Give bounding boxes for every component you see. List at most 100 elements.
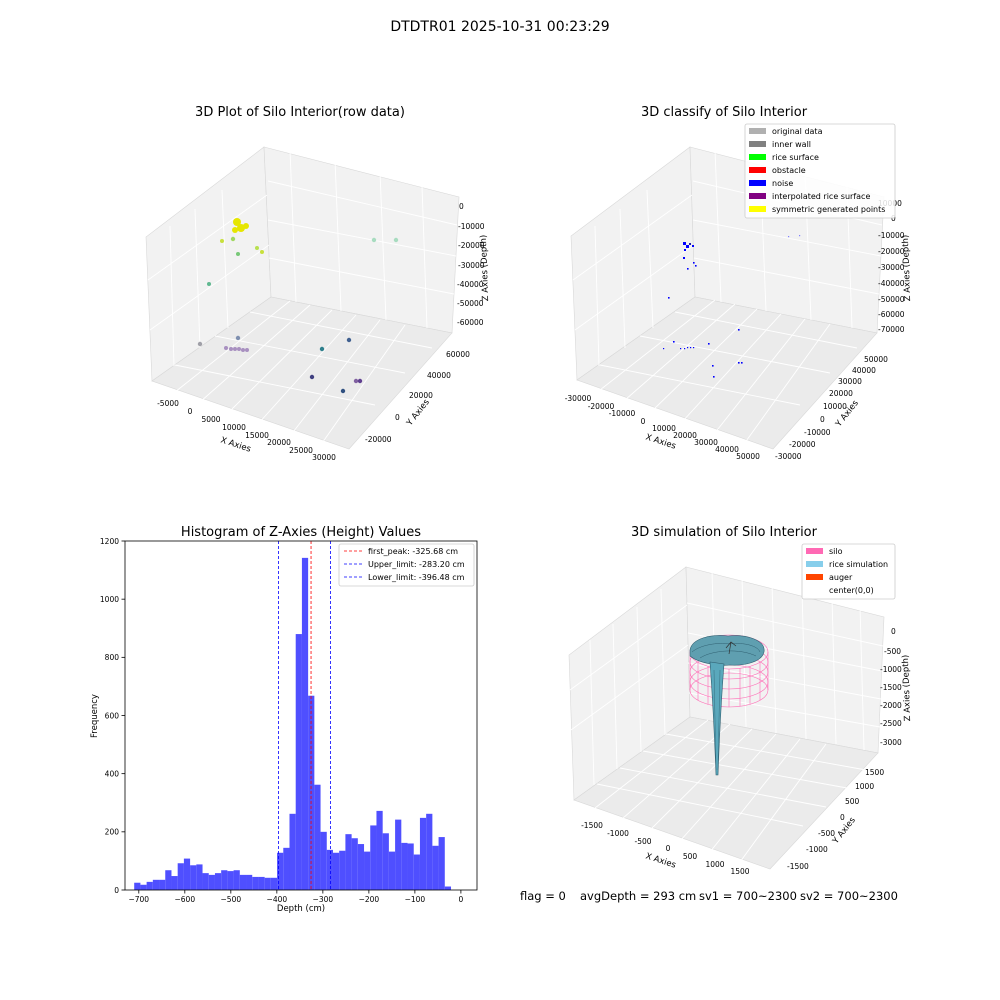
svg-text:20000: 20000: [409, 391, 433, 400]
histogram-bar: [301, 557, 309, 890]
legend-first-peak: first_peak: -325.68 cm: [368, 547, 458, 556]
svg-text:40000: 40000: [852, 366, 876, 375]
svg-text:-5000: -5000: [157, 399, 179, 408]
noise-point: [663, 348, 665, 350]
x-tick-label: −300: [313, 895, 334, 904]
noise-point: [687, 268, 689, 270]
svg-text:-40000: -40000: [878, 279, 905, 288]
raw-point: [236, 252, 240, 256]
histogram-bar: [376, 810, 383, 890]
raw-point: [197, 341, 203, 347]
svg-text:0: 0: [840, 813, 845, 822]
sv2-range: sv2 = 700~2300: [800, 889, 898, 903]
raw-point: [243, 223, 249, 229]
legend-label: inner wall: [772, 140, 811, 149]
legend-swatch-noise: [749, 180, 766, 186]
legend-swatch-auger: [806, 574, 823, 580]
svg-text:-1500: -1500: [581, 821, 603, 830]
svg-text:-1500: -1500: [880, 683, 902, 692]
raw-z-ticks: 0 -10000 -20000 -30000 -40000 -50000 -60…: [457, 202, 485, 327]
histogram-bar: [326, 849, 333, 890]
status-footer: flag = 0 avgDepth = 293 cm sv1 = 700~230…: [520, 889, 898, 903]
histogram-bar: [202, 873, 209, 890]
raw-point: [224, 346, 228, 350]
histogram-bar: [221, 870, 228, 890]
svg-text:-10000: -10000: [804, 428, 831, 437]
sim-legend: silo rice simulation auger center(0,0): [801, 543, 896, 600]
panel-classify-3d-plot: 3D classify of Silo Interior: [565, 105, 913, 461]
histogram-bar: [345, 834, 352, 890]
svg-text:-40000: -40000: [457, 280, 484, 289]
raw-point: [233, 347, 237, 351]
svg-text:0: 0: [459, 202, 464, 211]
avg-depth: avgDepth = 293 cm: [580, 889, 696, 903]
histogram-bar: [401, 842, 408, 890]
raw-point: [393, 237, 399, 243]
histogram-bar: [388, 851, 396, 890]
panel-simulation-3d: 3D simulation of Silo Interior: [568, 525, 913, 876]
raw-point: [220, 239, 224, 243]
histogram-bar: [277, 852, 284, 890]
histogram-bar: [364, 851, 371, 890]
histogram-bar: [426, 813, 433, 890]
svg-text:20000: 20000: [267, 438, 291, 447]
svg-text:25000: 25000: [289, 446, 313, 455]
flag-status: flag = 0: [520, 889, 566, 903]
raw-gridlines: [147, 149, 458, 447]
raw-y-ticks: -20000 0 20000 40000 60000: [365, 350, 470, 444]
svg-text:50000: 50000: [864, 355, 888, 364]
raw-point: [245, 348, 249, 352]
x-tick-label: −700: [128, 895, 149, 904]
histogram-bar: [351, 838, 358, 890]
svg-text:30000: 30000: [694, 438, 718, 447]
histogram-y-ticks: 0 200 400 600 800 1000 1200: [100, 537, 125, 895]
svg-text:-20000: -20000: [458, 241, 485, 250]
svg-text:-60000: -60000: [878, 310, 905, 319]
noise-point: [693, 347, 695, 349]
x-tick-label: −400: [267, 895, 288, 904]
svg-text:-20000: -20000: [878, 247, 905, 256]
svg-text:50000: 50000: [736, 452, 760, 461]
histogram-x-ticks: −700 −600 −500 −400 −300 −200 −100 0: [128, 890, 464, 904]
svg-text:20000: 20000: [829, 389, 853, 398]
noise-point: [690, 347, 692, 349]
svg-text:30000: 30000: [838, 377, 862, 386]
noise-point: [738, 329, 740, 331]
sim-x-ticks: -1500 -1000 -500 0 500 1000 1500: [581, 821, 750, 876]
noise-point: [683, 257, 685, 259]
histogram-bar: [370, 825, 377, 890]
histogram-bar: [320, 831, 327, 890]
histogram-bar: [395, 819, 402, 890]
raw-point: [319, 346, 325, 352]
raw-point: [371, 237, 377, 243]
svg-text:0: 0: [395, 413, 400, 422]
sim-y-ticks: -1500 -1000 -500 0 500 1000 1500: [787, 768, 884, 871]
histogram-bar: [190, 865, 197, 890]
svg-text:-20000: -20000: [789, 440, 816, 449]
histogram-bar: [258, 876, 265, 890]
svg-text:0: 0: [641, 417, 646, 426]
svg-text:-1000: -1000: [806, 845, 828, 854]
x-tick-label: −100: [405, 895, 426, 904]
svg-text:500: 500: [845, 797, 860, 806]
svg-text:5000: 5000: [201, 415, 220, 424]
legend-swatch-inner-wall: [749, 141, 766, 147]
legend-label: rice simulation: [829, 560, 888, 569]
svg-text:-10000: -10000: [878, 231, 905, 240]
noise-point: [689, 243, 691, 245]
legend-label: symmetric generated points: [772, 205, 885, 214]
svg-text:-30000: -30000: [878, 263, 905, 272]
svg-text:10000: 10000: [222, 423, 246, 432]
histogram-bar: [171, 876, 178, 890]
histogram-bar: [438, 837, 445, 890]
x-tick-label: −500: [221, 895, 242, 904]
raw-floor-pane: [151, 296, 453, 450]
noise-point: [683, 242, 686, 245]
svg-text:30000: 30000: [312, 453, 336, 462]
svg-text:-30000: -30000: [565, 394, 592, 403]
svg-text:1000: 1000: [705, 860, 724, 869]
legend-swatch-silo: [806, 548, 823, 554]
y-tick-label: 1200: [100, 537, 119, 546]
histogram-bar: [146, 881, 153, 890]
svg-text:10000: 10000: [652, 424, 676, 433]
